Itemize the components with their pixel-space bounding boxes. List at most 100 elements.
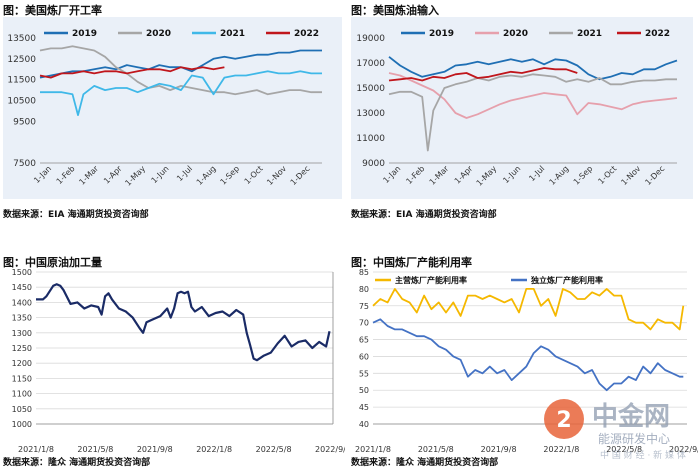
watermark-brand-small: 能源研发中心 [598, 431, 670, 446]
y-tick-label: 1000 [12, 420, 32, 429]
y-tick-label: 15000 [356, 84, 385, 94]
y-tick-label: 13000 [356, 109, 385, 119]
y-tick-label: 85 [359, 268, 369, 277]
y-tick-label: 17000 [356, 59, 385, 69]
panel-china-refinery-utilization: 图：中国炼厂产能利用率 40 45 50 55 60 65 70 75 80 85 2021/1/8… [349, 232, 698, 468]
series-line-2020 [388, 72, 678, 119]
chart-source: 数据来源：隆众 海通期货投资咨询部 [3, 458, 151, 468]
y-tick-label: 7500 [13, 159, 36, 169]
y-tick-label: 1100 [12, 390, 32, 399]
watermark-logo: 2 中金网 能源研发中心 中 国 财 经 · 新 媒 体 [540, 395, 698, 465]
chart-source: 数据来源：EIA 海通期货投资咨询部 [3, 210, 149, 220]
legend-label: 2019 [72, 29, 97, 39]
y-tick-label: 50 [359, 386, 369, 395]
x-tick-label: 1-Mar [77, 164, 100, 187]
series-line-main [36, 283, 331, 362]
y-tick-label: 9000 [362, 159, 385, 169]
chart-frame [3, 17, 342, 199]
x-tick-label: 1-Nov [619, 164, 642, 187]
y-tick-label: 75 [359, 302, 369, 311]
x-tick-label: 2022/5/8 [606, 445, 642, 454]
legend-label: 2020 [146, 29, 171, 39]
chart-title: 图：中国炼厂产能利用率 [351, 256, 472, 269]
x-tick-label: 1-Dec [289, 164, 312, 187]
panel-us-refinery-utilization: 图：美国炼厂开工率 7500 9500 10500 11500 12500 13500 1-… [0, 0, 345, 225]
y-tick-label: 13500 [7, 34, 36, 44]
y-tick-label: 12500 [7, 55, 36, 65]
x-tick-label: 1-Mar [428, 164, 451, 187]
legend-label: 2021 [220, 29, 245, 39]
x-tick-label: 2021/5/8 [418, 445, 454, 454]
y-tick-label: 9500 [13, 117, 36, 127]
y-tick-label: 60 [359, 352, 369, 361]
panel-us-refinery-input: 图：美国炼油输入 9000 11000 13000 15000 17000 19000 1-… [349, 0, 698, 225]
logo-circle-icon [544, 399, 584, 439]
x-tick-label: 2022/1/8 [543, 445, 579, 454]
y-tick-label: 1050 [12, 405, 32, 414]
legend-label: 主营炼厂产能利用率 [395, 275, 467, 285]
y-tick-label: 11000 [356, 134, 385, 144]
series-line-2021 [40, 70, 322, 116]
chart-title: 图：中国原油加工量 [3, 256, 102, 269]
x-tick-label: 1-Apr [453, 164, 475, 186]
y-tick-label: 1200 [12, 359, 32, 368]
x-tick-label: 2022/1/8 [196, 445, 232, 454]
x-tick-label: 1-Aug [195, 164, 218, 187]
legend-label: 2019 [429, 29, 454, 39]
x-tick-label: 2022/9/8 [315, 445, 345, 454]
x-tick-label: 2021/1/8 [355, 445, 391, 454]
y-tick-label: 1350 [12, 314, 32, 323]
x-tick-label: 1-Jun [150, 164, 171, 185]
y-tick-label: 45 [359, 403, 369, 412]
y-tick-label: 1450 [12, 283, 32, 292]
x-tick-label: 1-Apr [102, 164, 124, 186]
legend-label: 2021 [577, 29, 602, 39]
legend-label: 2022 [645, 29, 670, 39]
chart-source: 数据来源：EIA 海通期货投资咨询部 [351, 210, 497, 220]
x-tick-label: 1-Jun [501, 164, 522, 185]
y-tick-label: 1150 [12, 374, 32, 383]
y-tick-label: 80 [359, 285, 369, 294]
x-tick-label: 1-Aug [547, 164, 570, 187]
x-tick-label: 1-May [475, 164, 499, 188]
x-tick-label: 1-Sep [218, 164, 241, 187]
y-tick-label: 19000 [356, 34, 385, 44]
series-line-2022 [388, 67, 578, 82]
series-line-2022 [39, 66, 225, 79]
series-line-独立炼厂产能利用率 [372, 318, 684, 392]
x-tick-label: 1-Oct [243, 164, 265, 186]
x-tick-label: 2022/5/8 [256, 445, 292, 454]
x-tick-label: 1-Oct [596, 164, 618, 186]
legend-label: 2022 [294, 29, 319, 39]
x-tick-label: 2021/9/8 [481, 445, 517, 454]
legend-label: 独立炼厂产能利用率 [530, 275, 603, 285]
y-tick-label: 1300 [12, 329, 32, 338]
x-tick-label: 1-Nov [265, 164, 288, 187]
chart-title: 图：美国炼厂开工率 [3, 4, 102, 17]
y-tick-label: 1250 [12, 344, 32, 353]
y-tick-label: 70 [359, 319, 369, 328]
x-tick-label: 1-Dec [643, 164, 666, 187]
y-tick-label: 10500 [7, 97, 36, 107]
watermark-brand-big: 中金网 [592, 401, 670, 432]
y-tick-label: 40 [359, 420, 369, 429]
x-tick-label: 1-Jul [527, 164, 546, 183]
x-tick-label: 2021/9/8 [137, 445, 173, 454]
x-tick-label: 1-Feb [404, 164, 426, 186]
x-tick-label: 2022/9/8 [669, 445, 698, 454]
y-tick-label: 11500 [7, 76, 36, 86]
watermark-tagline: 中 国 财 经 · 新 媒 体 [600, 449, 686, 461]
x-tick-label: 1-May [123, 164, 147, 188]
y-tick-label: 1500 [12, 268, 32, 277]
chart-source: 数据来源：隆众 海通期货投资咨询部 [351, 458, 499, 468]
logo-glyph: 2 [556, 408, 571, 433]
chart-title: 图：美国炼油输入 [351, 4, 439, 17]
chart-china-refinery-utilization: 40 45 50 55 60 65 70 75 80 85 2021/1/8 2021/5/8 2021… [355, 268, 698, 454]
chart-china-crude-processing: 1000 1050 1100 1150 1200 1250 1300 1350 1400 1450… [12, 268, 345, 454]
series-line-2021 [388, 73, 677, 152]
x-tick-label: 1-Sep [572, 164, 595, 187]
legend-label: 2020 [503, 29, 528, 39]
x-tick-label: 2021/1/8 [18, 445, 54, 454]
